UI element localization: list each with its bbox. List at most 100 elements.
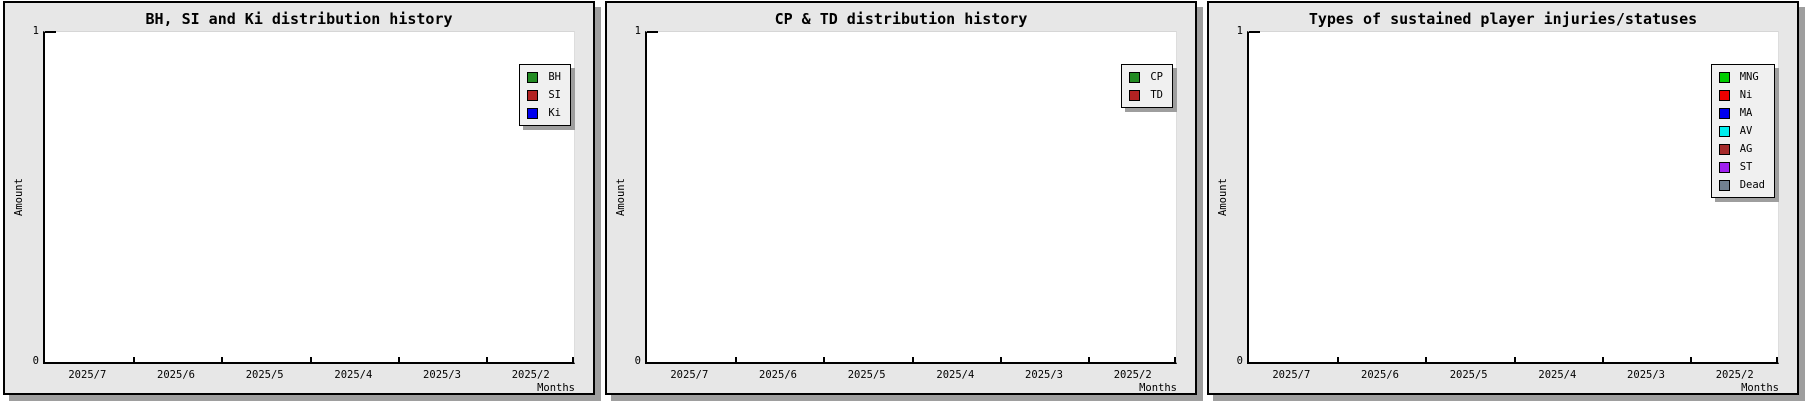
chart-title: Types of sustained player injuries/statu… [1308, 10, 1698, 28]
legend-series-label: AG [1739, 142, 1753, 155]
x-axis-tick [1776, 357, 1778, 362]
x-axis-tick [1087, 357, 1090, 362]
x-axis-tick-label: 2025/6 [157, 369, 195, 381]
y-axis-title: Amount [13, 178, 25, 217]
legend-series-label: ST [1739, 160, 1753, 173]
y-axis-max-label: 1 [1236, 25, 1243, 37]
x-axis-tick [999, 357, 1002, 362]
x-axis-tick [397, 357, 400, 362]
x-axis-title: Months [1139, 382, 1177, 394]
legend-color-swatch [527, 89, 539, 101]
x-axis-tick-label: 2025/6 [1361, 369, 1399, 381]
legend-color-swatch [1718, 143, 1730, 155]
chart-title: BH, SI and Ki distribution history [145, 10, 453, 28]
legend-box: BH SI Ki [519, 64, 571, 126]
legend-series-label: Ki [548, 106, 561, 119]
legend-item: ST [1718, 158, 1765, 176]
legend-series-label: AV [1739, 124, 1753, 137]
legend-color-swatch [1129, 71, 1141, 83]
x-axis-tick-label: 2025/4 [936, 369, 975, 381]
legend-series-label: BH [548, 70, 561, 83]
legend-series-label: SI [548, 88, 561, 101]
x-axis-tick [133, 357, 136, 362]
y-axis-top-tick [1249, 31, 1260, 33]
plot-area [645, 31, 1177, 364]
x-axis-title: Months [1741, 382, 1779, 394]
x-axis-labels: 2025/7 2025/6 2025/5 2025/4 2025/3 2025/2 [43, 370, 575, 381]
y-axis-title: Amount [615, 178, 627, 217]
legend-item: AG [1718, 140, 1765, 158]
y-axis-top-tick [45, 31, 56, 33]
legend-series-label: MA [1739, 106, 1753, 119]
legend-item: MA [1718, 104, 1765, 122]
legend-color-swatch [527, 107, 539, 119]
x-axis-tick-label: 2025/7 [670, 369, 709, 381]
legend-series-label: Dead [1739, 178, 1765, 191]
y-axis-max-label: 1 [634, 25, 641, 37]
x-axis-tick-label: 2025/5 [847, 369, 886, 381]
legend-color-swatch [1718, 179, 1730, 191]
x-axis-tick-label: 2025/5 [1449, 369, 1488, 381]
x-axis-tick [572, 357, 574, 362]
x-axis-tick [485, 357, 488, 362]
x-axis-tick-label: 2025/3 [423, 369, 461, 381]
x-axis-tick-label: 2025/3 [1025, 369, 1063, 381]
legend-color-swatch [1129, 89, 1141, 101]
x-axis-tick [823, 357, 826, 362]
chart-panel: CP & TD distribution history 1 0 Amount … [605, 1, 1197, 395]
x-axis-tick [1513, 357, 1516, 362]
x-axis-tick-label: 2025/7 [1272, 369, 1311, 381]
plot-area [1247, 31, 1779, 364]
x-axis-labels: 2025/7 2025/6 2025/5 2025/4 2025/3 2025/2 [645, 370, 1177, 381]
y-axis-min-label: 0 [634, 355, 641, 367]
chart-panel: BH, SI and Ki distribution history 1 0 A… [3, 1, 595, 395]
legend-box: CP TD [1121, 64, 1173, 108]
y-axis-top-tick [647, 31, 658, 33]
legend-box: MNG Ni MA AV AG ST Dead [1710, 64, 1775, 198]
x-axis-tick-label: 2025/7 [68, 369, 107, 381]
y-axis-max-label: 1 [32, 25, 39, 37]
x-axis-tick [1425, 357, 1428, 362]
legend-color-swatch [1718, 89, 1730, 101]
y-axis-min-label: 0 [1236, 355, 1243, 367]
x-axis-tick-label: 2025/4 [334, 369, 373, 381]
x-axis-tick-label: 2025/2 [511, 369, 550, 381]
x-axis-tick-label: 2025/6 [759, 369, 797, 381]
legend-series-label: Ni [1739, 88, 1753, 101]
x-axis-tick [1689, 357, 1692, 362]
x-axis-title: Months [537, 382, 575, 394]
x-axis-tick [911, 357, 914, 362]
x-axis-tick-label: 2025/4 [1538, 369, 1577, 381]
x-axis-tick [221, 357, 224, 362]
x-axis-tick-label: 2025/2 [1715, 369, 1754, 381]
plot-area [43, 31, 575, 364]
legend-series-label: MNG [1739, 70, 1759, 83]
legend-color-swatch [1718, 71, 1730, 83]
legend-item: CP [1129, 68, 1163, 86]
legend-color-swatch [1718, 161, 1730, 173]
x-axis-tick-label: 2025/3 [1627, 369, 1665, 381]
x-axis-tick [735, 357, 738, 362]
x-axis-tick [1337, 357, 1340, 362]
legend-item: BH [527, 68, 561, 86]
x-axis-labels: 2025/7 2025/6 2025/5 2025/4 2025/3 2025/2 [1247, 370, 1779, 381]
legend-item: MNG [1718, 68, 1765, 86]
chart-panel: Types of sustained player injuries/statu… [1207, 1, 1799, 395]
x-axis-tick-label: 2025/5 [245, 369, 284, 381]
legend-item: Dead [1718, 176, 1765, 194]
legend-color-swatch [1718, 107, 1730, 119]
y-axis-min-label: 0 [32, 355, 39, 367]
legend-series-label: TD [1150, 88, 1163, 101]
legend-series-label: CP [1150, 70, 1163, 83]
legend-color-swatch [1718, 125, 1730, 137]
legend-item: Ki [527, 104, 561, 122]
legend-item: SI [527, 86, 561, 104]
legend-item: TD [1129, 86, 1163, 104]
x-axis-tick-label: 2025/2 [1113, 369, 1152, 381]
chart-title: CP & TD distribution history [774, 10, 1028, 28]
y-axis-title: Amount [1217, 178, 1229, 217]
legend-item: AV [1718, 122, 1765, 140]
x-axis-tick [1174, 357, 1176, 362]
legend-item: Ni [1718, 86, 1765, 104]
